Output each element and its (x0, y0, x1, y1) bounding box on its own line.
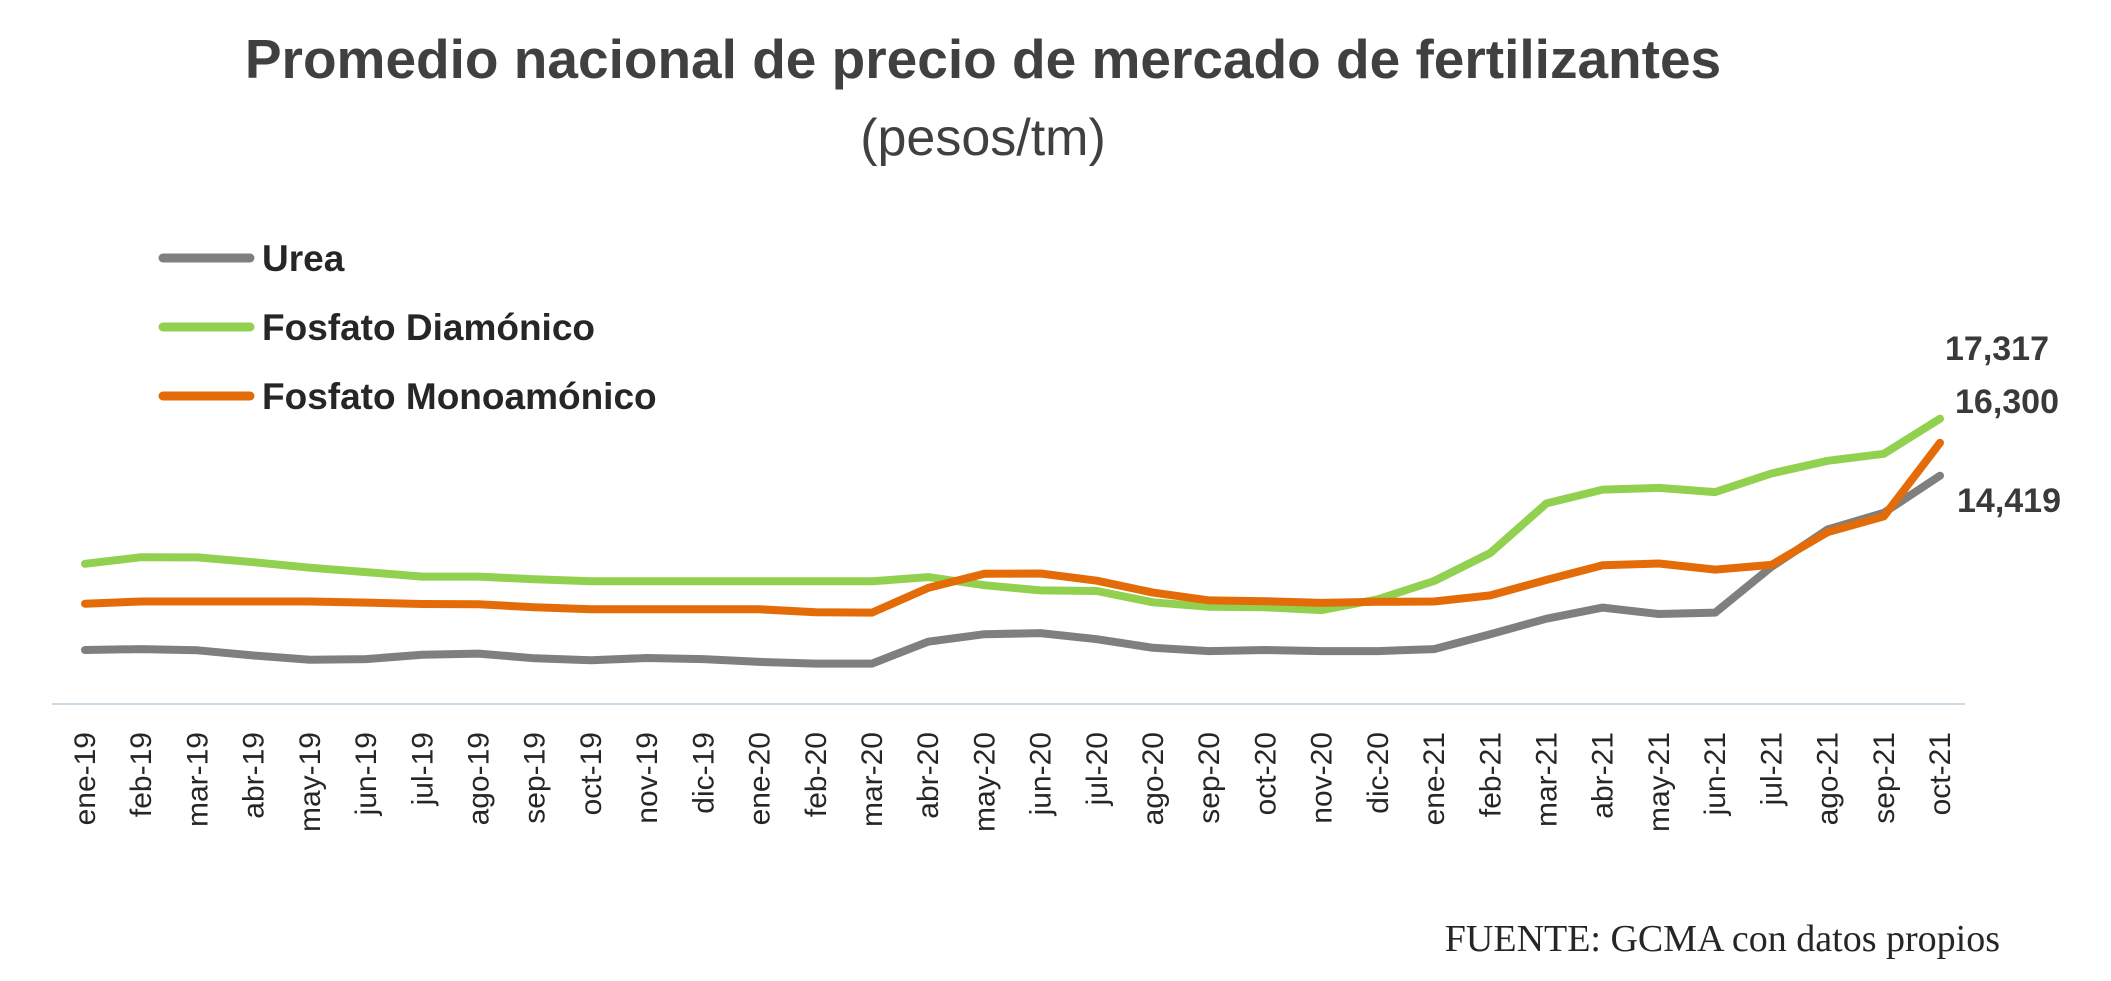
legend-label-fosfato-monoamonico: Fosfato Monoamónico (262, 376, 657, 417)
x-tick-label: oct-20 (1249, 732, 1282, 815)
x-tick-label: may-20 (968, 732, 1001, 832)
x-tick-label: mar-19 (181, 732, 214, 827)
x-tick-label: ene-20 (744, 732, 777, 825)
x-tick-label: jun-19 (350, 732, 383, 816)
x-tick-label: mar-20 (856, 732, 889, 827)
x-tick-label: ago-20 (1137, 732, 1170, 825)
x-tick-label: ago-19 (462, 732, 495, 825)
x-tick-label: dic-20 (1362, 732, 1395, 814)
x-tick-label: oct-21 (1924, 732, 1957, 815)
chart-subtitle: (pesos/tm) (860, 109, 1106, 167)
chart-title: Promedio nacional de precio de mercado d… (245, 28, 1721, 90)
x-tick-label: dic-19 (687, 732, 720, 814)
x-tick-label: oct-19 (575, 732, 608, 815)
x-tick-label: abr-20 (912, 732, 945, 819)
x-tick-label: sep-19 (519, 732, 552, 824)
series-line-urea (81, 471, 1944, 668)
x-tick-label: feb-20 (800, 732, 833, 817)
x-tick-label: sep-20 (1193, 732, 1226, 824)
x-tick-label: jul-21 (1755, 732, 1788, 806)
x-tick-label: abr-21 (1587, 732, 1620, 819)
x-tick-label: jul-19 (406, 732, 439, 806)
x-tick-label: abr-19 (238, 732, 271, 819)
x-tick-label: ene-19 (69, 732, 102, 825)
x-tick-labels: ene-19 feb-19 mar-19 abr-19 may-19 jun-19 jul-… (69, 732, 1957, 832)
x-tick-label: may-21 (1643, 732, 1676, 832)
series-line-fosfato-monoamonico (81, 438, 1944, 617)
x-tick-label: may-19 (294, 732, 327, 832)
x-tick-label: sep-21 (1868, 732, 1901, 824)
series-lines (81, 414, 1944, 668)
end-label-urea: 14,419 (1957, 482, 2061, 520)
end-label-fosfato-monoamonico: 16,300 (1955, 383, 2059, 421)
legend: Urea Fosfato Diamónico Fosfato Monoamónico (158, 238, 657, 417)
series-line-fosfato-diamonico (81, 414, 1944, 615)
x-tick-label: nov-19 (631, 732, 664, 824)
x-tick-label: nov-20 (1306, 732, 1339, 824)
x-tick-label: ene-21 (1418, 732, 1451, 825)
x-tick-label: mar-21 (1531, 732, 1564, 827)
x-tick-label: jun-21 (1699, 732, 1732, 816)
legend-label-fosfato-diamonico: Fosfato Diamónico (262, 307, 595, 348)
source-note: FUENTE: GCMA con datos propios (1445, 918, 2000, 960)
x-tick-label: feb-19 (125, 732, 158, 817)
x-tick-label: ago-21 (1812, 732, 1845, 825)
x-tick-label: jul-20 (1081, 732, 1114, 806)
x-tick-label: feb-21 (1474, 732, 1507, 817)
legend-label-urea: Urea (262, 238, 345, 279)
end-labels: 14,419 17,317 16,300 (1945, 330, 2061, 520)
end-label-fosfato-diamonico: 17,317 (1945, 330, 2049, 368)
x-tick-label: jun-20 (1025, 732, 1058, 816)
